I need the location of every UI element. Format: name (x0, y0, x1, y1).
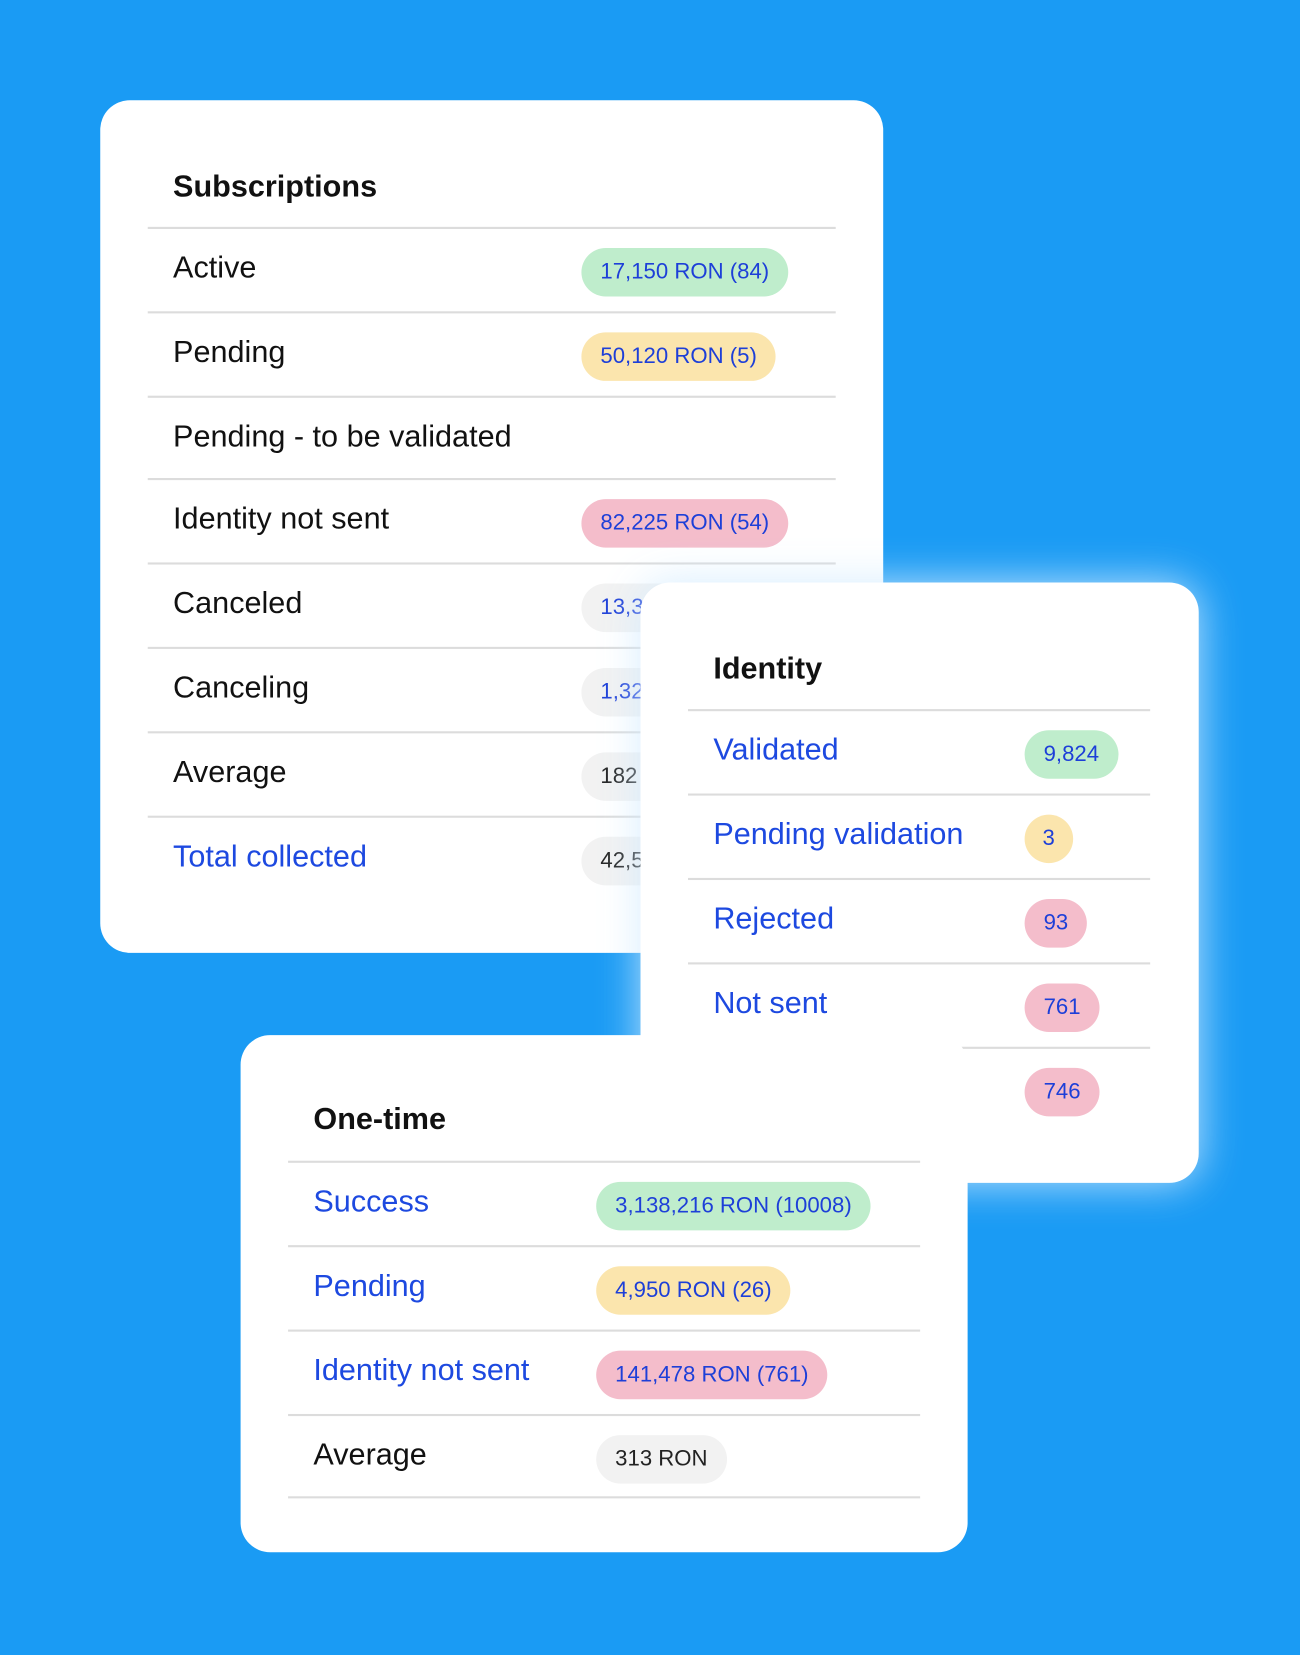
pending-validation-link[interactable]: Pending validation (713, 817, 964, 852)
rejected-link[interactable]: Rejected (713, 902, 835, 936)
value-badge: 313 RON (596, 1435, 727, 1484)
pending-link[interactable]: Pending (313, 1269, 426, 1304)
total-collected-link[interactable]: Total collected (173, 839, 367, 874)
one-time-row-average: Average 313 RON (288, 1413, 921, 1499)
row-label: Average (173, 755, 287, 790)
subscription-row-active: Active 17,150 RON (84) (147, 226, 836, 311)
subscription-row-pending: Pending 50,120 RON (5) (147, 311, 836, 395)
value-badge: 746 (1024, 1067, 1100, 1117)
row-label: Pending - to be validated (173, 419, 512, 454)
subscriptions-card: Subscriptions Active 17,150 RON (84) Pend… (100, 100, 884, 953)
subscriptions-title: Subscriptions (173, 169, 378, 204)
row-label: Active (173, 251, 257, 285)
value-badge: 50,120 RON (5) (581, 332, 776, 381)
row-label: Canceled (173, 586, 303, 621)
row-label: Identity not sent (173, 502, 390, 537)
value-badge: 761 (1024, 983, 1100, 1032)
one-time-card: One-time Success 3,138,216 RON (10008) Pe… (240, 1035, 968, 1553)
identity-not-sent-link[interactable]: Identity not sent (313, 1353, 530, 1388)
one-time-row-success[interactable]: Success 3,138,216 RON (10008) (288, 1160, 921, 1245)
identity-row-not-sent[interactable]: Not sent 761 (687, 962, 1151, 1046)
value-badge: 17,150 RON (84) (581, 247, 789, 297)
one-time-row-pending[interactable]: Pending 4,950 RON (26) (288, 1245, 921, 1329)
identity-row-rejected[interactable]: Rejected 93 (687, 877, 1151, 962)
one-time-row-identity-not-sent[interactable]: Identity not sent 141,478 RON (761) (288, 1329, 921, 1414)
identity-title: Identity (713, 652, 823, 686)
success-link[interactable]: Success (313, 1184, 430, 1219)
value-badge: 141,478 RON (761) (596, 1350, 828, 1400)
value-badge: 82,225 RON (54) (581, 499, 789, 548)
subscription-row-pending-validation: Pending - to be validated (147, 395, 836, 478)
value-badge: 9,824 (1024, 730, 1119, 779)
subscription-row-identity-not-sent: Identity not sent 82,225 RON (54) (147, 478, 836, 562)
one-time-title: One-time (313, 1102, 447, 1137)
row-label: Pending (173, 335, 286, 370)
value-badge: 93 (1024, 899, 1088, 948)
value-badge: 3 (1024, 814, 1073, 864)
validated-link[interactable]: Validated (713, 733, 839, 768)
not-sent-link[interactable]: Not sent (713, 986, 828, 1021)
row-label: Canceling (173, 671, 310, 705)
identity-row-pending-validation[interactable]: Pending validation 3 (687, 793, 1151, 878)
value-badge: 3,138,216 RON (10008) (596, 1181, 871, 1231)
identity-row-validated[interactable]: Validated 9,824 (687, 709, 1151, 793)
value-badge: 4,950 RON (26) (596, 1266, 791, 1315)
row-label: Average (313, 1438, 427, 1473)
